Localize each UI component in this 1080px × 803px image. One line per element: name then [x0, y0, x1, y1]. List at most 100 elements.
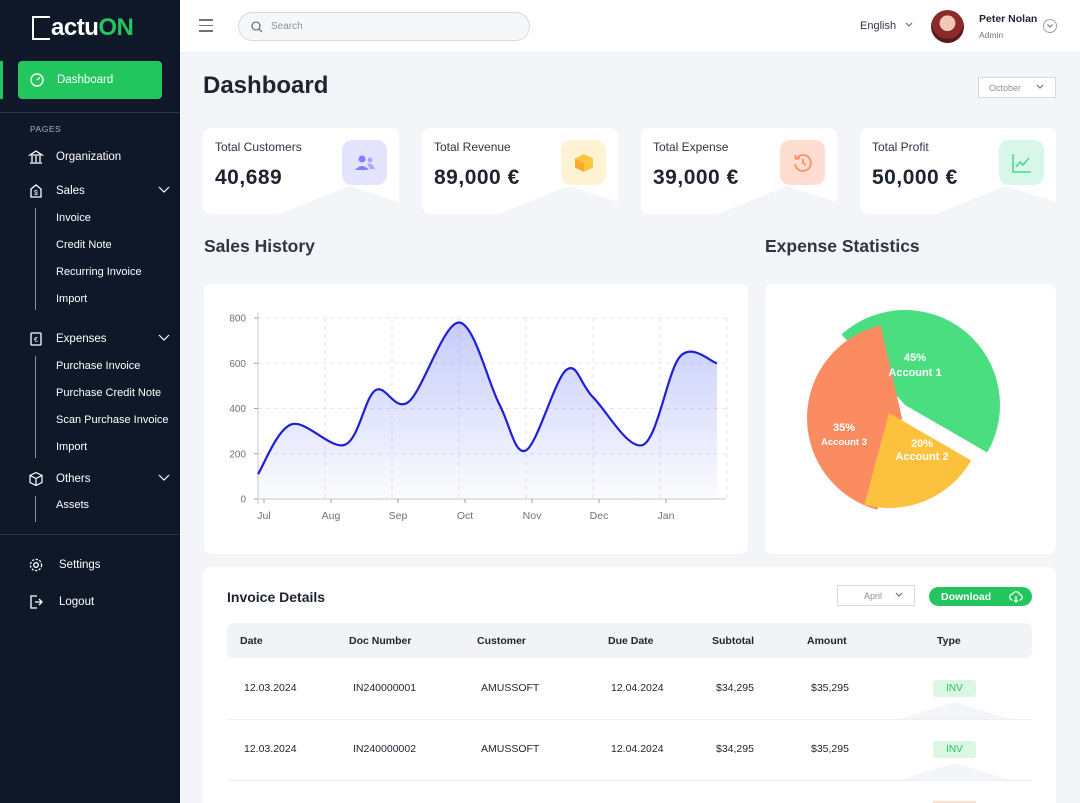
cell-amount: $35,295: [811, 682, 849, 694]
stat-card-customers: Total Customers 40,689: [203, 128, 399, 214]
sidebar-item-purchase-credit-note[interactable]: Purchase Credit Note: [56, 387, 162, 399]
sidebar-item-invoice[interactable]: Invoice: [56, 212, 91, 224]
cell-due-date: 12.04.2024: [611, 682, 664, 694]
language-label: English: [860, 20, 897, 32]
sidebar-item-sales[interactable]: $ Sales: [28, 183, 170, 199]
column-header[interactable]: Date: [240, 635, 263, 647]
pie-pct-label: 35%: [833, 422, 855, 434]
divider: [0, 534, 180, 535]
stat-value: 39,000 €: [653, 166, 739, 189]
x-tick-label: Oct: [457, 510, 473, 522]
sidebar-item-import[interactable]: Import: [56, 293, 88, 305]
sidebar-item-logout[interactable]: Logout: [28, 594, 170, 610]
sidebar-item-label: Others: [56, 473, 91, 485]
cell-doc-number: IN240000002: [353, 743, 417, 755]
sidebar-item-import[interactable]: Import: [56, 441, 88, 453]
cloud-download-icon: [1009, 591, 1023, 603]
search-input[interactable]: [271, 21, 511, 32]
expense-statistics-title: Expense Statistics: [765, 236, 920, 256]
cell-subtotal: $34,295: [716, 682, 754, 694]
sidebar-item-expenses[interactable]: € Expenses: [28, 331, 170, 347]
stat-card-expense: Total Expense 39,000 €: [641, 128, 837, 214]
sidebar-item-scan-purchase-invoice[interactable]: Scan Purchase Invoice: [56, 414, 169, 426]
x-tick-label: Jan: [658, 510, 675, 522]
sidebar-item-label: Logout: [59, 596, 95, 608]
y-tick-label: 200: [229, 449, 246, 460]
cell-amount: $35,295: [811, 743, 849, 755]
type-badge: INV: [933, 680, 976, 697]
pie-pct-label: 20%: [911, 438, 933, 450]
logo-mark-icon: [32, 16, 50, 40]
chevron-down-icon: [1036, 84, 1044, 89]
sales-icon: $: [28, 183, 44, 199]
svg-text:$: $: [34, 190, 38, 197]
app-logo[interactable]: actu ON: [32, 14, 134, 42]
sales-line-chart: 0 200 400 600 800 Jul Aug Sep Oct Nov Dec Jan: [229, 313, 728, 522]
type-badge: [933, 801, 976, 803]
y-tick-label: 0: [240, 495, 246, 506]
sidebar-item-purchase-invoice[interactable]: Purchase Invoice: [56, 360, 141, 372]
row-decoration: [900, 763, 1010, 780]
submenu-line: [35, 208, 36, 310]
logo-text: actu: [51, 14, 99, 41]
stat-card-profit: Total Profit 50,000 €: [860, 128, 1056, 214]
box-icon: [561, 140, 606, 185]
download-button[interactable]: Download: [929, 587, 1032, 606]
column-header[interactable]: Customer: [477, 635, 527, 647]
chevron-down-icon: [158, 186, 170, 193]
divider: [0, 112, 180, 113]
pie-slice-label: Account 1: [888, 367, 941, 379]
download-label: Download: [941, 590, 992, 603]
series-area: [258, 322, 717, 499]
stat-label: Total Expense: [653, 140, 729, 154]
chevron-down-icon: [905, 22, 913, 27]
column-header[interactable]: Amount: [807, 635, 847, 647]
user-menu-toggle[interactable]: [1043, 19, 1057, 33]
row-decoration: [900, 702, 1010, 719]
column-header[interactable]: Subtotal: [712, 635, 754, 647]
sidebar-item-organization[interactable]: Organization: [28, 149, 170, 165]
dashboard-icon: [30, 73, 44, 87]
sidebar-item-others[interactable]: Others: [28, 471, 170, 487]
menu-icon[interactable]: [199, 19, 213, 36]
column-header[interactable]: Doc Number: [349, 635, 412, 647]
building-icon: [28, 149, 44, 165]
sidebar-item-recurring-invoice[interactable]: Recurring Invoice: [56, 266, 142, 278]
cell-customer: AMUSSOFT: [481, 743, 540, 755]
stat-value: 50,000 €: [872, 166, 958, 189]
invoice-month-select[interactable]: April: [837, 585, 915, 606]
column-header[interactable]: Due Date: [608, 635, 654, 647]
cell-date: 12.03.2024: [244, 743, 297, 755]
sidebar-item-assets[interactable]: Assets: [56, 499, 90, 511]
card-decoration: [279, 186, 399, 214]
expense-pie-chart: 45% Account 1 20%Account 2 35% Account 3: [807, 309, 1000, 510]
invoice-table-header: Date Doc Number Customer Due Date Subtot…: [227, 623, 1032, 658]
chart-line-icon: [999, 140, 1044, 185]
x-tick-label: Nov: [523, 510, 542, 522]
y-tick-label: 600: [229, 359, 246, 370]
card-decoration: [717, 186, 837, 214]
history-icon: [780, 140, 825, 185]
gear-icon: [28, 557, 44, 573]
pie-slice-label: Account 2: [895, 451, 948, 463]
search-box[interactable]: [238, 12, 530, 41]
column-header[interactable]: Type: [937, 635, 961, 647]
cell-subtotal: $34,295: [716, 743, 754, 755]
sidebar-item-label: Dashboard: [57, 74, 114, 86]
avatar[interactable]: [931, 10, 964, 43]
sidebar-item-credit-note[interactable]: Credit Note: [56, 239, 112, 251]
pie-pct-label: 45%: [904, 352, 926, 364]
pie-slice: [864, 413, 972, 508]
sidebar-item-settings[interactable]: Settings: [28, 557, 170, 573]
language-select[interactable]: English: [860, 20, 914, 32]
type-badge: INV: [933, 741, 976, 758]
submenu-line: [35, 356, 36, 458]
stat-card-revenue: Total Revenue 89,000 €: [422, 128, 618, 214]
card-decoration: [498, 186, 618, 214]
user-name: Peter Nolan: [979, 13, 1038, 25]
sidebar-item-dashboard[interactable]: Dashboard: [18, 61, 162, 99]
month-select[interactable]: October: [978, 77, 1056, 98]
y-tick-label: 800: [229, 314, 246, 325]
stat-value: 89,000 €: [434, 166, 520, 189]
stat-label: Total Customers: [215, 140, 302, 154]
